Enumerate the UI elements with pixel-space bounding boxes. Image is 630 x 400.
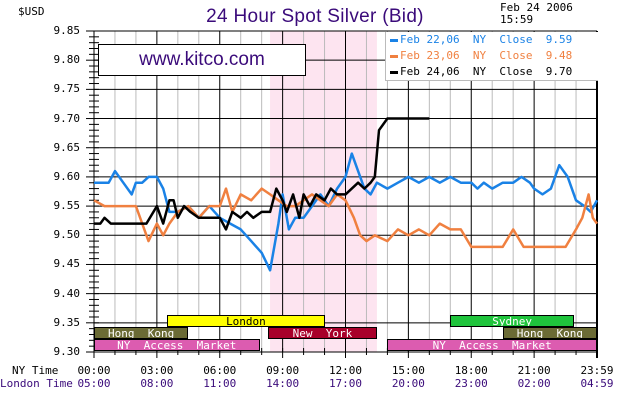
series-line-2 bbox=[94, 117, 430, 231]
london-time-tick: 08:00 bbox=[140, 377, 174, 390]
kitco-watermark: www.kitco.com bbox=[98, 44, 306, 76]
y-tick-label: 9.75 bbox=[53, 82, 81, 96]
series-line-1 bbox=[93, 187, 599, 249]
series-line-0 bbox=[94, 152, 599, 272]
legend-swatch bbox=[390, 54, 398, 58]
legend-swatch bbox=[390, 70, 398, 74]
session-bar-ny-access-market: NY Access Market bbox=[94, 339, 260, 351]
legend-item-feb24: Feb 24,06 NY Close 9.70 bbox=[386, 64, 598, 80]
legend-item-feb22: Feb 22,06 NY Close 9.59 bbox=[386, 32, 598, 48]
session-bar-london: London bbox=[167, 315, 325, 327]
session-bar-hong-kong: Hong Kong bbox=[94, 327, 189, 339]
y-tick-label: 9.65 bbox=[53, 140, 81, 154]
date-label: Feb 24 2006 bbox=[500, 1, 573, 14]
chart-legend: Feb 22,06 NY Close 9.59 Feb 23,06 NY Clo… bbox=[385, 32, 598, 81]
y-tick-label: 9.30 bbox=[53, 345, 81, 358]
london-time-tick: 02:00 bbox=[517, 377, 551, 390]
timestamp: Feb 24 2006 15:59 bbox=[500, 2, 573, 26]
legend-item-feb23: Feb 23,06 NY Close 9.48 bbox=[386, 48, 598, 64]
y-tick-label: 9.80 bbox=[53, 53, 81, 67]
ny-session-highlight bbox=[270, 31, 377, 352]
london-time-tick: 17:00 bbox=[328, 377, 363, 390]
y-tick-label: 9.50 bbox=[53, 228, 81, 242]
y-tick-label: 9.45 bbox=[53, 257, 81, 271]
y-axis-unit-label: $USD bbox=[18, 5, 45, 18]
legend-swatch bbox=[390, 38, 398, 42]
y-tick-label: 9.55 bbox=[53, 199, 81, 213]
y-tick-label: 9.70 bbox=[53, 111, 81, 125]
session-bar-sydney: Sydney bbox=[450, 315, 574, 327]
ny-time-tick: 15:00 bbox=[391, 364, 425, 377]
london-time-tick: 14:00 bbox=[266, 377, 300, 390]
london-time-tick: 05:00 bbox=[77, 377, 111, 390]
y-tick-label: 9.85 bbox=[53, 24, 81, 37]
y-tick-label: 9.35 bbox=[53, 315, 81, 329]
y-tick-label: 9.60 bbox=[53, 169, 81, 183]
london-time-label: London Time bbox=[0, 377, 73, 390]
london-time-tick: 20:00 bbox=[391, 377, 425, 390]
london-time-tick: 04:59 bbox=[580, 377, 614, 390]
ny-time-tick: 21:00 bbox=[517, 364, 551, 377]
session-bar-new-york: New York bbox=[267, 327, 377, 339]
session-bar-hong-kong: Hong Kong bbox=[502, 327, 597, 339]
ny-time-tick: 12:00 bbox=[328, 364, 363, 377]
london-time-tick: 23:00 bbox=[454, 377, 488, 390]
ny-time-tick: 09:00 bbox=[266, 364, 300, 377]
ny-time-tick: 00:00 bbox=[77, 364, 111, 377]
time-label: 15:59 bbox=[500, 13, 534, 26]
ny-time-label: NY Time bbox=[12, 364, 59, 377]
ny-time-tick: 03:00 bbox=[140, 364, 174, 377]
session-bar-ny-access-market: NY Access Market bbox=[387, 339, 597, 351]
chart-title: 24 Hour Spot Silver (Bid) bbox=[206, 6, 424, 27]
y-tick-label: 9.40 bbox=[53, 286, 81, 300]
ny-time-tick: 06:00 bbox=[203, 364, 237, 377]
ny-time-tick: 23:59 bbox=[580, 364, 614, 377]
ny-time-tick: 18:00 bbox=[454, 364, 488, 377]
london-time-tick: 11:00 bbox=[203, 377, 237, 390]
